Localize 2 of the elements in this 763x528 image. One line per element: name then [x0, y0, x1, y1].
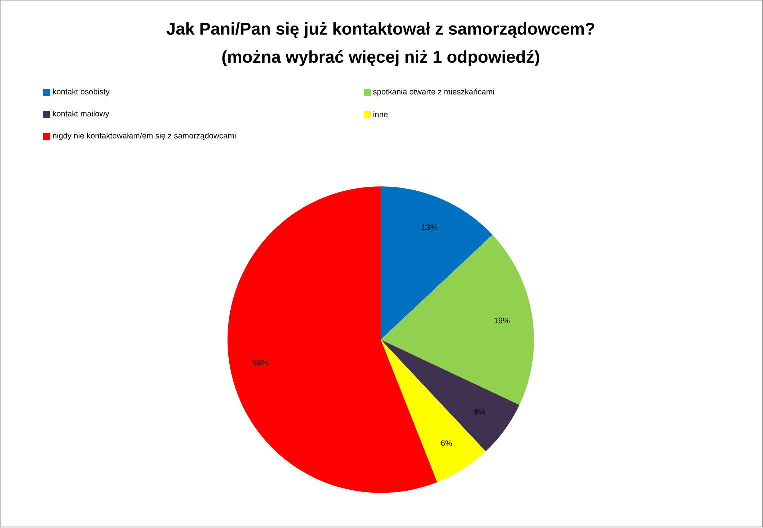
chart-subtitle: (można wybrać więcej niż 1 odpowiedź) — [222, 50, 540, 67]
chart-title: Jak Pani/Pan się już kontaktował z samorządowcem? — [166, 22, 594, 39]
